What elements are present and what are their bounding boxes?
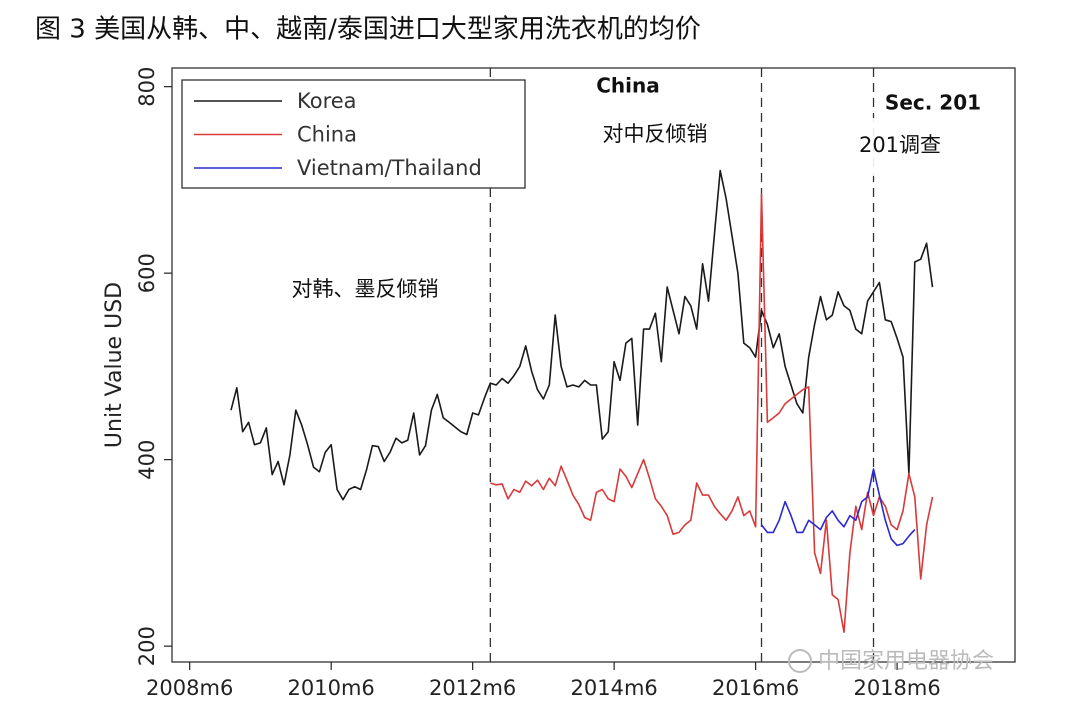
y-tick-label: 800 <box>135 67 159 107</box>
legend-label: Vietnam/Thailand <box>297 156 482 180</box>
x-tick-label: 2016m6 <box>712 676 799 700</box>
y-tick-label: 200 <box>135 626 159 666</box>
x-tick-label: 2010m6 <box>288 676 375 700</box>
annotation: 对中反倾销 <box>603 122 708 146</box>
y-tick-label: 600 <box>135 253 159 293</box>
series-line <box>760 468 916 547</box>
y-axis-label: Unit Value USD <box>102 282 127 448</box>
x-tick-label: 2012m6 <box>429 676 516 700</box>
annotation-box <box>262 255 472 325</box>
watermark: 中国家用电器协会 <box>788 649 994 674</box>
x-tick-label: 2014m6 <box>571 676 658 700</box>
annotation: China <box>596 74 660 98</box>
legend-label: China <box>297 123 357 147</box>
annotation-box <box>578 108 756 166</box>
x-tick-label: 2018m6 <box>853 676 940 700</box>
series-line <box>230 169 934 501</box>
watermark-text: 中国家用电器协会 <box>818 649 994 674</box>
chart-title: 图 3 美国从韩、中、越南/泰国进口大型家用洗衣机的均价 <box>35 15 701 45</box>
watermark-icon <box>788 649 812 673</box>
x-tick-label: 2008m6 <box>146 676 233 700</box>
y-tick-label: 400 <box>135 440 159 480</box>
plot-frame <box>171 67 1016 663</box>
series-line <box>490 193 934 633</box>
annotation-box <box>840 118 960 176</box>
annotation: Sec. 201 <box>885 91 981 115</box>
annotation: 对韩、墨反倾销 <box>292 277 439 301</box>
annotation: 201调查 <box>859 133 941 157</box>
legend-label: Korea <box>297 89 357 113</box>
